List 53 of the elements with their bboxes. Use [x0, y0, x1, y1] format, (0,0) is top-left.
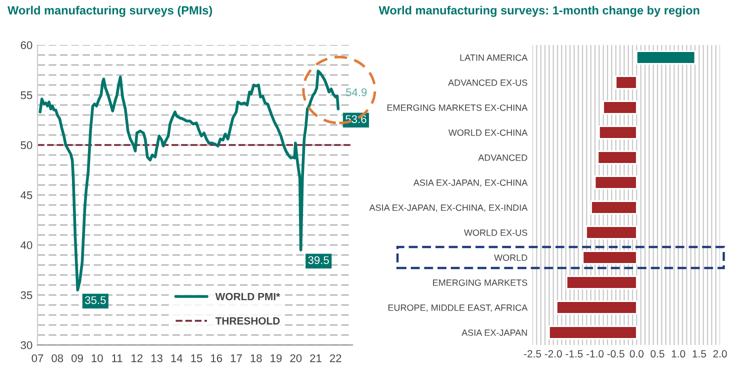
chart-title: World manufacturing surveys (PMIs) [8, 6, 212, 17]
y-tick-label: ADVANCED [478, 154, 528, 161]
y-tick-label: 50 [20, 141, 32, 150]
x-tick-label: 12 [132, 354, 142, 362]
y-tick-label: 35 [20, 291, 32, 300]
y-tick-label: EMERGING MARKETS [433, 279, 528, 286]
x-tick-label: 17 [230, 354, 242, 362]
y-tick-label: 45 [20, 191, 32, 200]
x-tick-label: 10 [92, 354, 103, 362]
y-tick-label: ASIA EX-JAPAN, EX-CHINA [413, 179, 528, 187]
y-tick-label: ASIA EX-JAPAN [462, 329, 527, 336]
x-tick-label: 1.5 [692, 350, 706, 358]
x-tick-label: -2.0 [544, 350, 562, 358]
annotation: 39.5 [308, 256, 329, 264]
legend-label: WORLD PMI* [215, 292, 280, 300]
x-tick-label: 20 [290, 354, 302, 362]
chart-title: World manufacturing surveys: 1-month change by region [378, 6, 700, 17]
x-tick-label: -1.5 [566, 350, 583, 358]
y-tick-label: 30 [20, 341, 32, 350]
x-tick-label: 21 [310, 354, 322, 362]
y-tick-label: WORLD EX-US [464, 229, 528, 236]
y-tick-label: LATIN AMERICA [460, 54, 528, 61]
annotation: 35.5 [85, 296, 106, 304]
x-tick-label: 1.0 [672, 350, 686, 358]
x-tick-label: 08 [52, 354, 64, 362]
y-tick-label: WORLD EX-CHINA [448, 129, 528, 136]
annotation: 54.9 [346, 88, 367, 96]
y-tick-label: 55 [20, 91, 32, 100]
y-tick-label: 40 [20, 241, 32, 250]
y-tick-label: EUROPE, MIDDLE EAST, AFRICA [388, 304, 528, 312]
y-tick-label: WORLD [494, 254, 528, 261]
x-tick-label: -1.0 [586, 350, 604, 358]
line-series [38, 70, 340, 292]
x-tick-label: 22 [330, 354, 342, 362]
x-tick-label: 07 [32, 354, 44, 362]
x-tick-label: -0.5 [607, 350, 624, 358]
x-tick-label: 11 [112, 354, 122, 362]
x-tick-label: -2.5 [524, 350, 542, 358]
x-tick-label: 18 [250, 354, 262, 362]
y-tick-label: 60 [20, 41, 32, 50]
x-tick-label: 16 [211, 354, 222, 362]
x-tick-label: 0.0 [630, 350, 644, 358]
x-tick-label: 09 [72, 354, 83, 362]
legend-label: THRESHOLD [215, 317, 280, 325]
y-tick-label: ADVANCED EX-US [448, 79, 528, 86]
y-tick-label: EMERGING MARKETS EX-CHINA [387, 104, 528, 111]
x-tick-label: 15 [191, 354, 202, 362]
x-tick-label: 19 [270, 354, 282, 362]
x-tick-label: 2.0 [713, 350, 727, 358]
x-tick-label: 13 [151, 354, 162, 362]
x-tick-label: 14 [171, 354, 182, 362]
x-tick-label: 0.5 [650, 350, 664, 358]
y-tick-label: ASIA EX-JAPAN, EX-CHINA, EX-INDIA [369, 204, 528, 212]
